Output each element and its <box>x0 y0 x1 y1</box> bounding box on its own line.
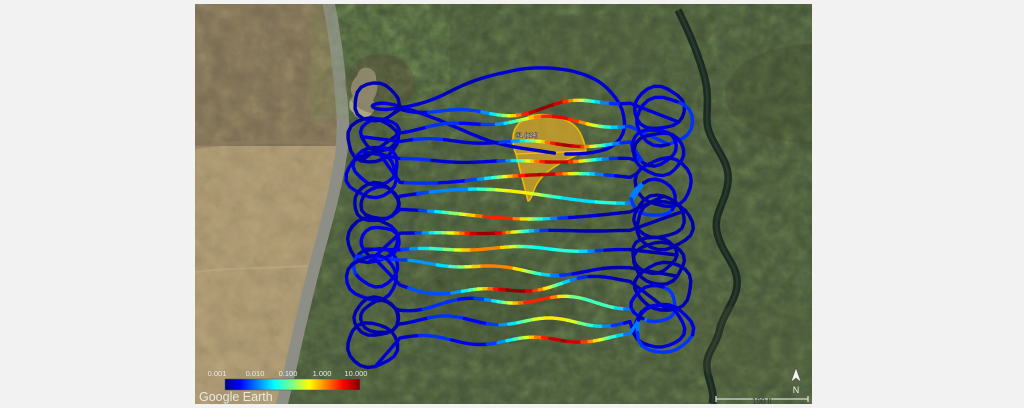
svg-text:10.000: 10.000 <box>345 369 368 378</box>
svg-text:N: N <box>793 385 800 395</box>
svg-text:0.001: 0.001 <box>208 369 227 378</box>
svg-text:0.100: 0.100 <box>279 369 298 378</box>
svg-text:0.010: 0.010 <box>246 369 265 378</box>
svg-text:1.000: 1.000 <box>313 369 332 378</box>
svg-text:#1 (x24): #1 (x24) <box>516 133 538 139</box>
svg-text:Google Earth: Google Earth <box>199 390 273 404</box>
svg-text:100 ft: 100 ft <box>752 397 773 404</box>
